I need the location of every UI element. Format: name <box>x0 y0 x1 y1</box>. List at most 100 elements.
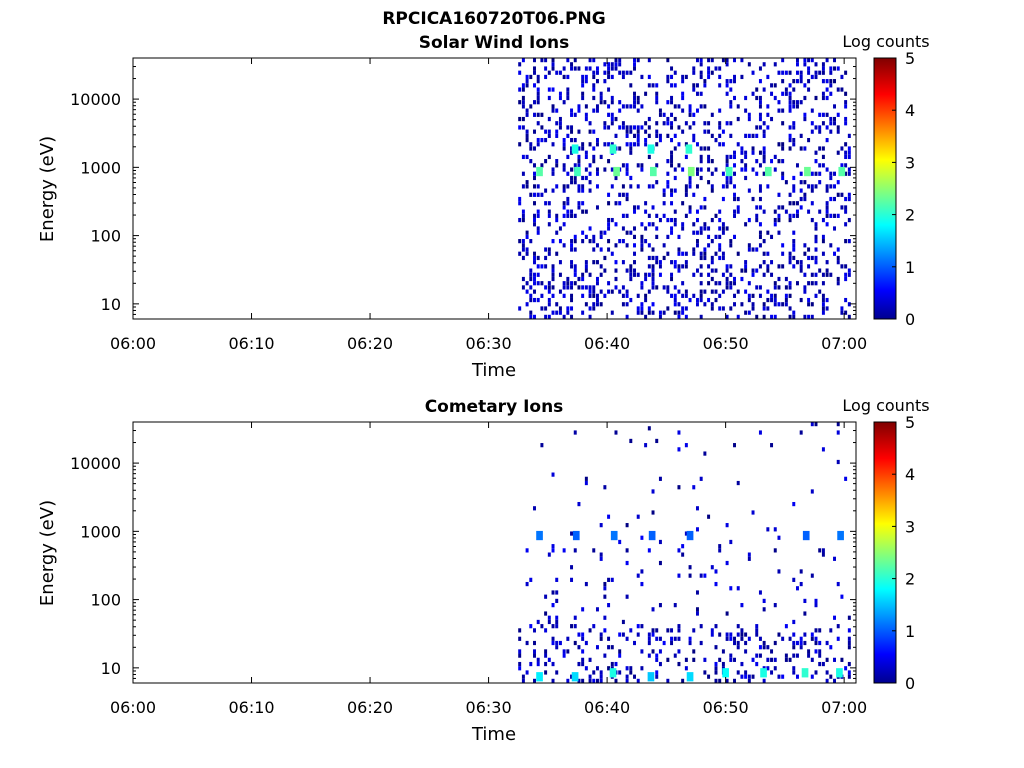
heatmap-cell <box>592 83 596 88</box>
heatmap-cell <box>636 58 640 63</box>
heatmap-cell <box>625 268 629 273</box>
heatmap-cell <box>633 62 636 67</box>
heatmap-cell <box>740 159 744 164</box>
heatmap-cell <box>562 243 566 248</box>
heatmap-cell <box>599 678 603 683</box>
heatmap-cell <box>747 297 751 303</box>
heatmap-cell <box>629 670 633 675</box>
heatmap-cell <box>821 281 825 286</box>
heatmap-cell <box>844 163 848 168</box>
heatmap-cell <box>518 306 522 311</box>
heatmap-cell <box>577 645 581 650</box>
heatmap-cell <box>547 251 551 256</box>
heatmap-cell <box>721 230 725 235</box>
heatmap-cell <box>566 171 570 176</box>
heatmap-cell <box>629 184 633 189</box>
heatmap-cell <box>518 116 522 122</box>
heatmap-cell <box>677 447 681 452</box>
heatmap-cell <box>747 674 751 679</box>
heatmap-cell <box>736 104 740 109</box>
plot-frame <box>132 421 857 684</box>
heatmap-cell <box>621 125 625 130</box>
heatmap-cell <box>747 556 751 561</box>
heatmap-cell <box>844 171 848 176</box>
heatmap-cell <box>636 125 640 130</box>
heatmap-cell <box>670 137 674 143</box>
heatmap-cell <box>847 615 851 620</box>
heatmap-cell <box>614 116 618 122</box>
heatmap-cell <box>699 175 703 181</box>
heatmap-cell <box>788 91 792 96</box>
heatmap-cell <box>703 205 707 210</box>
heatmap-cell <box>788 108 792 113</box>
y-tick-label: 100 <box>90 591 121 610</box>
heatmap-cell <box>621 632 625 637</box>
heatmap-cell <box>533 171 536 176</box>
heatmap-cell <box>836 255 840 261</box>
heatmap-cell <box>547 285 551 290</box>
heatmap-cell <box>581 285 585 290</box>
heatmap-cell <box>636 514 640 519</box>
heatmap-cell <box>584 74 588 80</box>
x-axis-label: Time <box>471 360 516 381</box>
heatmap-cell <box>577 501 581 507</box>
bright-spot <box>804 166 811 177</box>
heatmap-cell <box>799 268 803 273</box>
heatmap-cell <box>733 678 736 683</box>
heatmap-cell <box>736 209 740 214</box>
heatmap-cell <box>744 222 748 227</box>
heatmap-cell <box>562 142 566 147</box>
heatmap-cell <box>758 104 762 109</box>
heatmap-cell <box>684 289 688 294</box>
heatmap-cell <box>725 632 729 637</box>
heatmap-cell <box>581 272 585 277</box>
heatmap-cell <box>614 133 618 138</box>
heatmap-cell <box>570 281 574 286</box>
heatmap-cell <box>784 657 788 662</box>
heatmap-cell <box>573 137 577 143</box>
heatmap-cell <box>533 175 536 181</box>
heatmap-cell <box>821 297 825 303</box>
heatmap-cell <box>544 670 548 675</box>
heatmap-cell <box>710 306 714 311</box>
heatmap-cell <box>695 527 699 532</box>
heatmap-cell <box>518 125 522 130</box>
heatmap-cell <box>673 285 677 290</box>
heatmap-cell <box>725 523 729 528</box>
heatmap-cell <box>547 615 551 620</box>
heatmap-cell <box>795 260 799 265</box>
heatmap-cell <box>758 230 762 235</box>
heatmap-cell <box>810 201 814 206</box>
heatmap-cell <box>836 276 840 282</box>
heatmap-cell <box>725 226 729 231</box>
heatmap-cell <box>551 636 555 641</box>
heatmap-cell <box>573 234 577 240</box>
heatmap-cell <box>710 133 714 138</box>
heatmap-cell <box>621 163 625 168</box>
heatmap-cell <box>714 234 718 240</box>
heatmap-cell <box>792 100 796 105</box>
heatmap-cell <box>614 285 618 290</box>
heatmap-cell <box>540 125 544 130</box>
heatmap-cell <box>625 196 629 202</box>
heatmap-cell <box>633 58 636 63</box>
heatmap-cell <box>558 95 562 101</box>
heatmap-cell <box>633 133 636 138</box>
heatmap-cell <box>795 79 799 84</box>
heatmap-cell <box>788 100 792 105</box>
heatmap-cell <box>747 116 751 122</box>
heatmap-cell <box>629 70 633 75</box>
heatmap-cell <box>688 108 692 113</box>
figure-title: RPCICA160720T06.PNG <box>382 9 605 29</box>
heatmap-cell <box>733 213 736 218</box>
heatmap-cell <box>825 268 829 273</box>
heatmap-cell <box>629 146 633 151</box>
heatmap-cell <box>607 201 611 206</box>
heatmap-cell <box>807 209 811 214</box>
heatmap-cell <box>695 171 699 176</box>
heatmap-cell <box>666 79 670 84</box>
colorbar-tick-label: 3 <box>905 153 915 172</box>
heatmap-cell <box>618 239 622 244</box>
heatmap-cell <box>584 79 588 84</box>
